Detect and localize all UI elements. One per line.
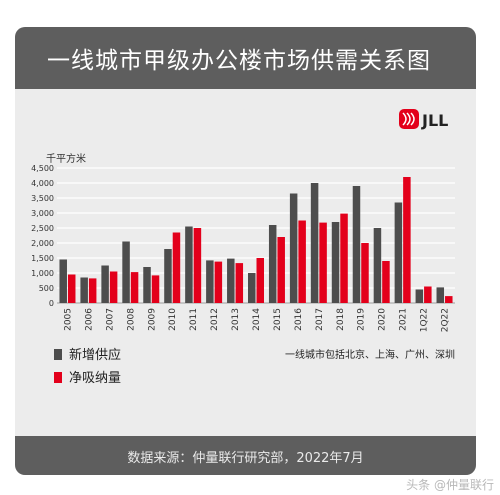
legend-swatch-absorption: [54, 372, 62, 383]
legend-label-supply: 新增供应: [69, 347, 121, 363]
bar-supply: [164, 249, 172, 303]
x-tick-label: 1Q22: [420, 308, 430, 332]
bar-absorption: [67, 274, 76, 303]
bar-absorption: [445, 296, 453, 303]
footer-bar: 数据来源：仲量联行研究部，2022年7月: [15, 436, 476, 475]
bar-supply: [373, 228, 382, 303]
bar-supply: [227, 258, 235, 303]
y-tick-label: 4,500: [31, 164, 54, 173]
x-tick-label: 2006: [84, 308, 94, 331]
x-tick-label: 2020: [378, 308, 388, 331]
y-tick-label: 1,500: [31, 254, 54, 263]
bar-absorption: [340, 213, 348, 303]
bar-absorption: [88, 278, 97, 303]
bar-absorption: [193, 228, 202, 303]
bar-supply: [185, 226, 193, 303]
bar-supply: [331, 222, 340, 303]
bar-supply: [415, 289, 424, 303]
x-tick-label: 2014: [252, 308, 262, 331]
bar-absorption: [298, 220, 306, 303]
y-tick-label: 4,000: [31, 179, 54, 188]
y-tick-label: 3,500: [31, 194, 54, 203]
bar-absorption: [277, 237, 285, 303]
x-tick-label: 2011: [189, 308, 199, 331]
legend-label-absorption: 净吸纳量: [69, 371, 121, 386]
bar-absorption: [109, 271, 118, 303]
bar-supply: [310, 183, 319, 303]
bar-chart: JLL 千平方米 0 500 1,000 1,500 2,000 2,500 3,000 3,…: [31, 109, 455, 386]
legend-swatch-supply: [54, 349, 62, 360]
bar-absorption: [361, 243, 369, 303]
y-unit-label: 千平方米: [46, 152, 86, 165]
bar-absorption: [172, 232, 181, 303]
x-tick-label: 2016: [294, 308, 304, 331]
bar-absorption: [235, 263, 244, 303]
chart-card: 一线城市甲级办公楼市场供需关系图 JLL 千平方米 0 500 1,000 1,500…: [15, 27, 476, 475]
x-tick-label: 2005: [63, 308, 73, 331]
bar-supply: [80, 277, 88, 303]
y-tick-label: 500: [39, 284, 54, 293]
data-source: 数据来源：仲量联行研究部，2022年7月: [127, 451, 364, 466]
x-tick-label: 2012: [210, 308, 220, 331]
bar-supply: [248, 273, 256, 303]
y-tick-label: 2,500: [31, 224, 54, 233]
bar-absorption: [319, 222, 327, 303]
bar-supply: [268, 225, 277, 303]
bar-supply: [122, 241, 130, 303]
bar-supply: [59, 259, 67, 303]
x-tick-label: 2017: [315, 308, 325, 331]
y-tick-label: 1,000: [31, 269, 54, 278]
y-tick-label: 0: [49, 299, 54, 308]
x-tick-label: 2015: [273, 308, 283, 331]
bar-absorption: [151, 275, 160, 303]
bar-supply: [206, 260, 214, 303]
bar-supply: [289, 193, 298, 303]
legend: 新增供应 净吸纳量 一线城市包括北京、上海、广州、深圳: [54, 347, 455, 386]
chart-title: 一线城市甲级办公楼市场供需关系图: [47, 48, 431, 74]
x-tick-label: 2008: [126, 308, 136, 331]
x-tick-label: 2021: [399, 308, 409, 331]
bar-absorption: [403, 177, 411, 303]
x-tick-label: 2013: [231, 308, 241, 331]
jll-logo-text: JLL: [421, 111, 448, 130]
x-tick-label: 2Q22: [441, 308, 451, 332]
bar-supply: [436, 287, 445, 303]
legend-note: 一线城市包括北京、上海、广州、深圳: [285, 348, 455, 361]
y-tick-label: 2,000: [31, 239, 54, 248]
x-tick-label: 2010: [168, 308, 178, 331]
bar-absorption: [382, 261, 390, 303]
y-tick-label: 3,000: [31, 209, 54, 218]
bar-absorption: [424, 286, 432, 303]
bar-supply: [394, 202, 403, 303]
x-tick-label: 2018: [336, 308, 346, 331]
bar-supply: [101, 265, 109, 303]
bar-supply: [143, 267, 151, 303]
jll-logo-icon: [399, 109, 419, 129]
title-bar: 一线城市甲级办公楼市场供需关系图: [15, 27, 476, 89]
jll-logo: JLL: [399, 109, 448, 130]
bar-absorption: [130, 272, 139, 303]
x-tick-label: 2009: [147, 308, 157, 331]
bar-supply: [352, 186, 361, 303]
x-tick-label: 2007: [105, 308, 115, 331]
watermark: 头条 @仲量联行: [406, 478, 494, 492]
bar-absorption: [256, 258, 264, 303]
bar-absorption: [214, 261, 223, 303]
x-tick-label: 2019: [357, 308, 367, 331]
